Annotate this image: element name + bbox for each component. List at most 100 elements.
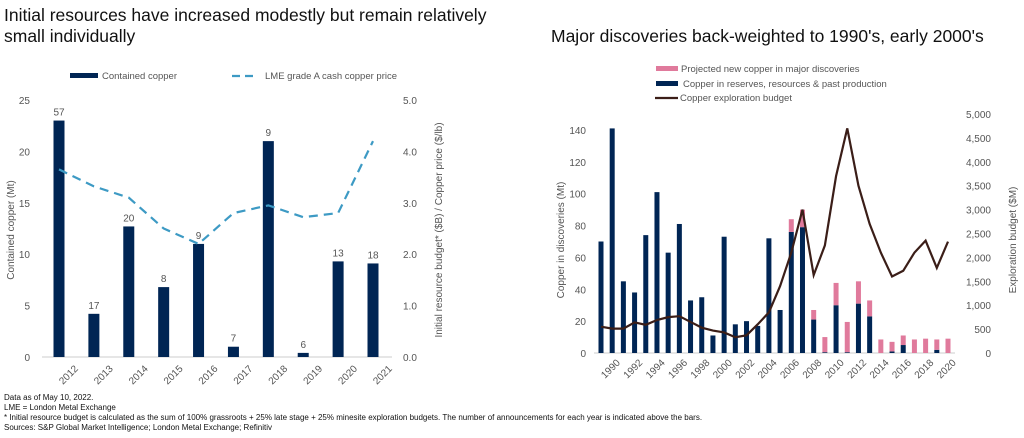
- y-tick-label: 100: [569, 190, 586, 201]
- x-tick-label: 1990: [599, 357, 623, 381]
- bar-contained-copper: [297, 352, 309, 357]
- bar-projected: [867, 300, 873, 317]
- x-tick-label: 2015: [162, 363, 186, 387]
- x-tick-label: 2002: [734, 357, 758, 381]
- bar-data-label: 20: [123, 213, 135, 224]
- y-tick-label: 0: [24, 353, 30, 364]
- left-chart-title: Initial resources have increased modestl…: [4, 5, 487, 46]
- bar-data-label: 17: [88, 301, 100, 312]
- bar-reserves: [676, 223, 682, 353]
- right-chart-title: Major discoveries back-weighted to 1990'…: [551, 26, 984, 46]
- y2-tick-label: 0.0: [403, 353, 417, 364]
- bar-reserves: [710, 335, 716, 353]
- y2-tick-label: 2.0: [403, 250, 417, 261]
- bar-projected: [799, 209, 805, 228]
- x-tick-label: 1996: [667, 357, 691, 381]
- legend-label: Contained copper: [102, 71, 177, 82]
- bar-reserves: [799, 227, 805, 353]
- legend-label: Copper in reserves, resources & past pro…: [683, 79, 887, 90]
- bar-reserves: [732, 324, 738, 353]
- y2-tick-label: 1.0: [403, 302, 417, 313]
- bar-reserves: [766, 238, 772, 353]
- x-tick-label: 2021: [371, 363, 395, 387]
- y-tick-label: 40: [575, 285, 587, 296]
- x-tick-label: 2012: [57, 363, 81, 387]
- x-tick-label: 2018: [267, 363, 291, 387]
- x-tick-label: 2004: [756, 357, 780, 381]
- bar-projected: [811, 309, 817, 320]
- bar-data-label: 9: [266, 128, 272, 139]
- y-tick-label: 0: [580, 349, 586, 360]
- y2-axis-title: Initial resource budget* ($B) / Copper p…: [434, 122, 445, 337]
- y2-axis-title: Exploration budget ($M): [1008, 187, 1019, 294]
- y2-tick-label: 4,500: [966, 134, 991, 145]
- y-tick-label: 20: [19, 147, 31, 158]
- bar-reserves: [811, 319, 817, 353]
- bar-reserves: [777, 309, 783, 353]
- bar-contained-copper: [262, 141, 274, 357]
- y2-tick-label: 5.0: [403, 96, 417, 107]
- note-budget: * Initial resource budget is calculated …: [4, 413, 703, 422]
- bar-projected: [878, 339, 884, 353]
- bar-projected: [788, 219, 794, 232]
- y2-tick-label: 4.0: [403, 147, 417, 158]
- line-exploration-budget: [600, 128, 950, 339]
- x-tick-label: 2008: [801, 357, 825, 381]
- y2-tick-label: 1,000: [966, 301, 991, 312]
- legend-swatch-projected: [656, 66, 678, 71]
- y2-tick-label: 2,000: [966, 253, 991, 264]
- x-tick-label: 1998: [689, 357, 713, 381]
- x-tick-label: 2020: [336, 363, 360, 387]
- bar-projected: [833, 282, 839, 306]
- y2-tick-label: 1,500: [966, 277, 991, 288]
- bar-projected: [844, 321, 850, 353]
- x-tick-label: 2016: [890, 357, 914, 381]
- bar-contained-copper: [158, 287, 170, 357]
- y-axis-title: Contained copper (Mt): [6, 180, 17, 280]
- x-tick-label: 2014: [127, 363, 151, 387]
- bar-contained-copper: [227, 346, 239, 357]
- x-tick-label: 2012: [846, 357, 870, 381]
- bar-data-label: 13: [333, 248, 345, 259]
- x-tick-label: 2018: [913, 357, 937, 381]
- bar-projected: [889, 341, 895, 352]
- bar-reserves: [755, 325, 761, 353]
- y2-tick-label: 2,500: [966, 230, 991, 241]
- bar-data-label: 18: [367, 250, 379, 261]
- x-tick-label: 2013: [92, 363, 116, 387]
- legend-label: LME grade A cash copper price: [265, 71, 397, 82]
- y-tick-label: 20: [575, 317, 587, 328]
- note-date: Data as of May 10, 2022.: [4, 393, 94, 402]
- bar-reserves: [844, 352, 850, 353]
- bar-contained-copper: [53, 120, 65, 357]
- y2-tick-label: 3,000: [966, 206, 991, 217]
- bar-projected: [923, 338, 929, 353]
- bar-reserves: [744, 321, 750, 353]
- bar-reserves: [900, 345, 906, 353]
- bar-reserves: [867, 316, 873, 353]
- bar-reserves: [699, 297, 705, 353]
- bar-contained-copper: [123, 226, 135, 357]
- bar-projected: [822, 337, 828, 353]
- y2-tick-label: 4,000: [966, 158, 991, 169]
- note-sources: Sources: S&P Global Market Intelligence;…: [4, 423, 272, 432]
- y-tick-label: 15: [19, 199, 31, 210]
- x-tick-label: 2010: [823, 357, 847, 381]
- bar-reserves: [721, 236, 727, 353]
- x-tick-label: 2016: [197, 363, 221, 387]
- bar-contained-copper: [367, 263, 379, 357]
- bar-reserves: [855, 303, 861, 353]
- bar-projected: [911, 339, 917, 353]
- x-tick-label: 1992: [622, 357, 646, 381]
- bar-projected: [945, 338, 951, 353]
- legend-label: Projected new copper in major discoverie…: [681, 64, 860, 75]
- bar-data-label: 6: [300, 340, 306, 351]
- y2-tick-label: 0: [985, 349, 991, 360]
- bar-data-label: 8: [161, 274, 167, 285]
- bar-reserves: [934, 349, 940, 353]
- bar-reserves: [598, 241, 604, 353]
- bar-reserves: [833, 305, 839, 353]
- bar-reserves: [822, 352, 828, 353]
- y2-tick-label: 3,500: [966, 182, 991, 193]
